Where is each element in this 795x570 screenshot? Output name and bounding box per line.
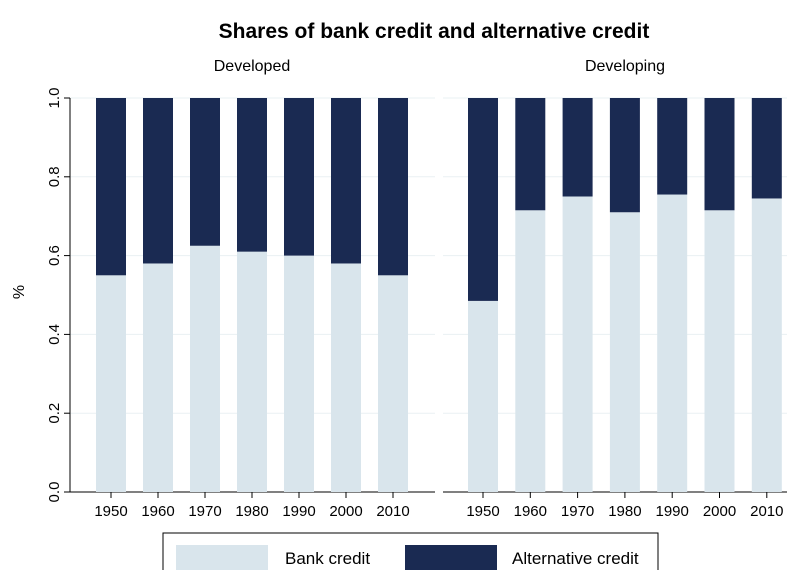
x-tick-label: 1980 xyxy=(608,503,641,520)
bar-alternative-credit-1990 xyxy=(284,98,314,256)
bar-alternative-credit-1980 xyxy=(609,98,640,213)
x-tick-label: 1960 xyxy=(141,503,174,520)
panel-developing: 1950 1960 1970 1980 1990 2000 2010 xyxy=(443,97,787,520)
bar-bank-credit-1970 xyxy=(190,245,220,492)
y-tick-label: 1.0 xyxy=(46,88,63,109)
bar-alternative-credit-2010 xyxy=(751,98,782,199)
legend-label-alternative-credit: Alternative credit xyxy=(512,549,639,568)
bar-bank-credit-1990 xyxy=(657,194,688,492)
x-tick-label: 1980 xyxy=(235,503,268,520)
bar-alternative-credit-1960 xyxy=(515,98,546,211)
y-tick-label: 0.2 xyxy=(46,403,63,424)
y-tick-label: 0.0 xyxy=(46,482,63,503)
panel-title-developed: Developed xyxy=(214,58,291,75)
legend-label-bank-credit: Bank credit xyxy=(285,549,370,568)
bar-bank-credit-1990 xyxy=(284,255,314,492)
bar-bank-credit-1950 xyxy=(468,300,498,492)
bar-alternative-credit-1950 xyxy=(96,98,126,276)
y-axis-label: % xyxy=(11,285,28,299)
panel-developed: 1950 1960 1970 1980 1990 2000 2010 xyxy=(70,97,435,520)
bar-alternative-credit-1990 xyxy=(657,98,688,195)
y-tick-label: 0.8 xyxy=(46,166,63,187)
x-tick-label: 1950 xyxy=(466,503,499,520)
x-tick-label: 1970 xyxy=(561,503,594,520)
bar-alternative-credit-2000 xyxy=(331,98,361,264)
bar-alternative-credit-1960 xyxy=(143,98,173,264)
bar-alternative-credit-1970 xyxy=(190,98,220,246)
x-tick-label: 1990 xyxy=(282,503,315,520)
bar-bank-credit-1960 xyxy=(143,263,173,492)
legend: Bank credit Alternative credit xyxy=(162,532,659,570)
bar-alternative-credit-1950 xyxy=(468,98,498,301)
x-tick-label: 2000 xyxy=(703,503,736,520)
legend-swatch-bank-credit xyxy=(176,545,268,570)
y-tick-label: 0.4 xyxy=(46,324,63,345)
panel-title-developing: Developing xyxy=(585,58,665,75)
bar-alternative-credit-1970 xyxy=(562,98,593,197)
bar-bank-credit-1950 xyxy=(96,275,126,492)
x-tick-label: 1970 xyxy=(188,503,221,520)
legend-swatch-alternative-credit xyxy=(405,545,497,570)
bar-bank-credit-1970 xyxy=(562,196,593,492)
x-tick-label: 2000 xyxy=(329,503,362,520)
x-tick-label: 2010 xyxy=(750,503,783,520)
bar-bank-credit-1960 xyxy=(515,210,546,493)
bar-alternative-credit-2000 xyxy=(704,98,735,211)
x-tick-label: 1990 xyxy=(656,503,689,520)
bar-bank-credit-1980 xyxy=(609,212,640,492)
x-tick-label: 2010 xyxy=(376,503,409,520)
bar-alternative-credit-1980 xyxy=(237,98,267,252)
y-axis: 0.0 0.2 0.4 0.6 0.8 1.0 xyxy=(46,88,71,503)
bar-bank-credit-2010 xyxy=(751,198,782,492)
bar-bank-credit-2000 xyxy=(331,263,361,492)
bar-bank-credit-1980 xyxy=(237,251,267,492)
bar-bank-credit-2000 xyxy=(704,210,735,493)
bar-bank-credit-2010 xyxy=(378,275,408,492)
x-tick-label: 1950 xyxy=(94,503,127,520)
x-tick-label: 1960 xyxy=(514,503,547,520)
chart-title: Shares of bank credit and alternative cr… xyxy=(219,20,650,43)
bar-alternative-credit-2010 xyxy=(378,98,408,276)
y-tick-label: 0.6 xyxy=(46,245,63,266)
